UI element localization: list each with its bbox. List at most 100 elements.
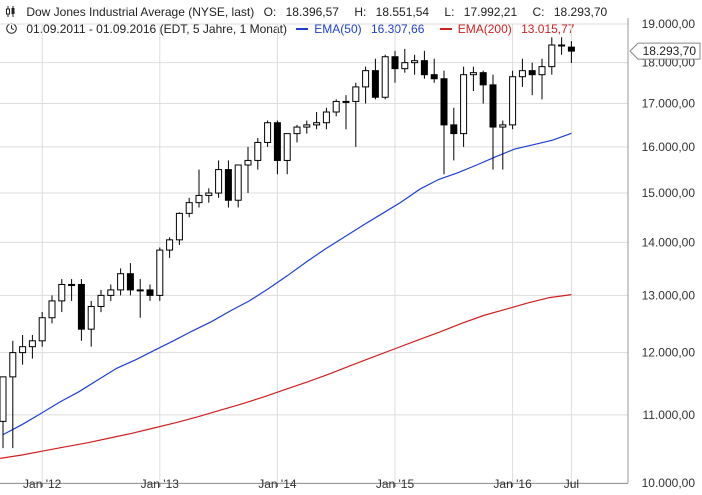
candle [87,300,95,347]
candle [352,82,360,147]
y-axis: 10.000,00 11.000,00 12.000,00 13.000,00 14.0… [627,17,696,490]
candle-body-up [362,70,370,88]
candle [303,120,311,134]
candle-body-down [558,44,566,47]
candle-body-up [342,100,350,103]
x-tick-label: Jan '13 [141,477,180,491]
candle-body-up [518,70,526,78]
date-range: 01.09.2011 - 01.09.2016 (EDT, 5 Jahre, 1… [26,22,287,36]
candle-body-up [97,294,105,307]
candle [126,263,134,296]
candle [273,120,281,175]
candle-body-up [195,194,203,204]
candle-body-up [117,273,125,291]
candle-body-down [126,273,134,291]
candle [117,268,125,296]
candle-body-down [420,60,428,76]
candle-body-up [58,283,66,302]
ema50-line-group [2,132,572,436]
y-tick-label: 11.000,00 [643,408,696,422]
candle [224,160,232,208]
candle [489,74,497,170]
candles [0,37,575,449]
instrument-title: Dow Jones Industrial Average (NYSE, last… [26,5,255,19]
candle [558,37,566,55]
candle [509,70,517,130]
candle [175,212,183,245]
open-value: 18.396,57 [285,5,339,19]
close-label: C: [532,5,545,19]
candle [58,279,66,313]
candle-body-up [48,300,56,319]
candle-body-down [224,169,232,201]
y-tick-label: 17.000,00 [642,97,696,111]
x-tick-label: Jan '12 [23,477,62,491]
candle-body-down [489,84,497,128]
candle [538,58,546,100]
candle-body-up [264,122,272,143]
high-readout: H: 18.551,54 [354,5,435,19]
candle [567,41,575,63]
ema50-value: 16.307,66 [370,22,425,36]
candle-body-down [479,72,487,86]
ema200-value: 13.015,77 [521,22,575,36]
candle-body-down [450,124,458,135]
candle-body-up [401,62,409,70]
last-price-marker [629,42,701,60]
candle [9,340,17,449]
ema50-legend[interactable]: EMA(50) 16.307,66 [296,22,430,36]
chart-header-line-1: Dow Jones Industrial Average (NYSE, last… [6,5,619,19]
candle-body-down [430,74,438,80]
ema200-line [0,294,572,459]
candle [499,120,507,170]
candle [38,312,46,347]
y-tick-label: 13.000,00 [642,288,696,302]
ema200-legend[interactable]: EMA(200) 13.015,77 [439,22,581,36]
y-tick-label: 10.000,00 [642,476,696,490]
grid-lines [0,23,628,484]
close-value: 18.293,70 [553,5,608,19]
candle [322,107,330,130]
candle-body-down [273,122,281,161]
x-tick-label: Jan '15 [376,477,415,491]
candle-body-up [136,289,144,292]
candle-body-down [371,70,379,98]
candle-body-up [205,192,213,196]
open-label: O: [263,5,277,19]
ema50-label: EMA(50) [314,22,362,36]
candle [156,247,164,301]
candle-body-up [9,352,17,378]
candle-body-up [87,305,95,330]
candle-body-up [234,164,242,201]
candlestick-type-icon[interactable] [6,6,17,17]
candle-body-up [185,202,193,214]
candle [215,160,223,198]
candle-body-up [283,133,291,161]
ema200-label: EMA(200) [457,22,512,36]
candle [450,107,458,161]
candle [420,50,428,79]
candle-body-down [567,46,575,52]
candle [107,284,115,301]
candle-body-up [303,124,311,128]
low-label: L: [444,5,455,19]
candle [528,62,536,96]
candle-body-down [528,70,536,76]
candle [28,334,36,359]
candle [185,197,193,218]
candle-body-up [411,60,419,64]
candle-body-down [440,78,448,126]
candle [411,54,419,75]
candle-body-up [0,376,7,422]
candle [401,48,409,73]
candle [440,70,448,175]
candle [283,133,291,175]
candle-body-up [381,56,389,98]
candle [244,146,252,194]
y-tick-label: 15.000,00 [642,186,696,200]
candle [293,124,301,143]
candle-body-up [332,100,340,113]
candle-body-up [254,141,262,161]
candle [518,58,526,87]
